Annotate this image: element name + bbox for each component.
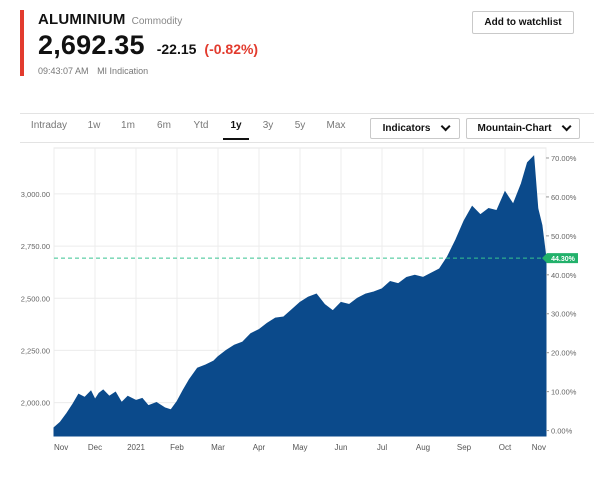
mountain-chart-svg[interactable]: 2,000.00 2,250.00 2,500.00 2,750.00 3,000.00…: [0, 144, 600, 464]
x-tick-label: Feb: [170, 443, 184, 452]
y-tick-label: 2,250.00: [21, 346, 50, 355]
right-tick-label: 60.00%: [551, 193, 577, 202]
right-tick-label: 0.00%: [551, 427, 573, 436]
range-tab-3y[interactable]: 3y: [252, 114, 284, 142]
add-to-watchlist-button[interactable]: Add to watchlist: [472, 11, 574, 34]
quote-header: ALUMINIUM Commodity 2,692.35 -22.15 (-0.…: [0, 0, 600, 90]
quote-source: MI Indication: [97, 66, 149, 76]
range-tab-1w[interactable]: 1w: [78, 114, 110, 142]
range-tab-label: 3y: [262, 120, 274, 131]
right-tick-label: 10.00%: [551, 388, 577, 397]
right-tick-label: 20.00%: [551, 349, 577, 358]
range-tab-label: Max: [326, 120, 346, 131]
range-tab-label: 1w: [87, 120, 101, 131]
y-tick-label: 2,750.00: [21, 242, 50, 251]
price-chart[interactable]: 2,000.00 2,250.00 2,500.00 2,750.00 3,000.00…: [0, 144, 600, 464]
price-row: 2,692.35 -22.15 (-0.82%): [38, 30, 258, 61]
chart-type-label: Mountain-Chart: [477, 123, 552, 134]
change-indicator-bar: [20, 10, 24, 76]
x-tick-label: 2021: [127, 443, 145, 452]
right-tick-label: 50.00%: [551, 232, 577, 241]
range-tab-label: 1m: [121, 120, 135, 131]
range-tab-label: 1y: [230, 120, 242, 131]
x-tick-label: May: [292, 443, 307, 452]
range-tab-6m[interactable]: 6m: [146, 114, 182, 142]
x-tick-label: Jul: [377, 443, 387, 452]
chevron-down-icon: [441, 121, 451, 132]
range-tab-1m[interactable]: 1m: [110, 114, 146, 142]
y-tick-label: 2,500.00: [21, 294, 50, 303]
title-row: ALUMINIUM Commodity: [38, 11, 182, 28]
right-tick-label: 40.00%: [551, 271, 577, 280]
range-tab-label: Ytd: [193, 120, 209, 131]
chevron-down-icon: [562, 121, 573, 132]
x-tick-label: Mar: [211, 443, 225, 452]
range-tab-intraday[interactable]: Intraday: [20, 114, 78, 142]
chart-type-dropdown[interactable]: Mountain-Chart: [466, 118, 580, 139]
x-tick-label: Dec: [88, 443, 102, 452]
range-tab-1y[interactable]: 1y: [220, 114, 252, 142]
indicators-dropdown[interactable]: Indicators: [370, 118, 460, 139]
range-tabs: Intraday 1w 1m 6m Ytd 1y 3y 5y Max: [20, 114, 356, 142]
price-area: [53, 155, 547, 437]
x-tick-label: Jun: [335, 443, 348, 452]
x-tick-label: Nov: [532, 443, 546, 452]
active-tab-underline: [223, 138, 249, 140]
x-tick-label: Sep: [457, 443, 472, 452]
chart-toolbar: Intraday 1w 1m 6m Ytd 1y 3y 5y Max Indicators Mo…: [20, 113, 594, 143]
current-value-badge-label: 44.30%: [551, 256, 576, 263]
indicators-label: Indicators: [382, 123, 431, 134]
range-tab-label: 5y: [294, 120, 306, 131]
price-change-percent: (-0.82%): [204, 41, 259, 57]
current-value-badge: [542, 253, 578, 264]
range-tab-max[interactable]: Max: [316, 114, 356, 142]
instrument-category: Commodity: [131, 16, 183, 27]
quote-meta: 09:43:07 AM MI Indication: [38, 66, 148, 76]
x-tick-label: Apr: [253, 443, 266, 452]
quote-time: 09:43:07 AM: [38, 66, 89, 76]
range-tab-label: 6m: [157, 120, 171, 131]
right-tick-label: 70.00%: [551, 154, 577, 163]
y-tick-label: 2,000.00: [21, 399, 50, 408]
x-tick-label: Nov: [54, 443, 68, 452]
right-tick-label: 30.00%: [551, 310, 577, 319]
instrument-name: ALUMINIUM: [38, 11, 126, 28]
price-change: -22.15: [156, 41, 197, 57]
range-tab-5y[interactable]: 5y: [284, 114, 316, 142]
x-tick-label: Oct: [499, 443, 512, 452]
range-tab-label: Intraday: [30, 120, 68, 131]
y-tick-label: 3,000.00: [21, 190, 50, 199]
x-tick-label: Aug: [416, 443, 430, 452]
range-tab-ytd[interactable]: Ytd: [182, 114, 220, 142]
last-price: 2,692.35: [38, 30, 145, 60]
